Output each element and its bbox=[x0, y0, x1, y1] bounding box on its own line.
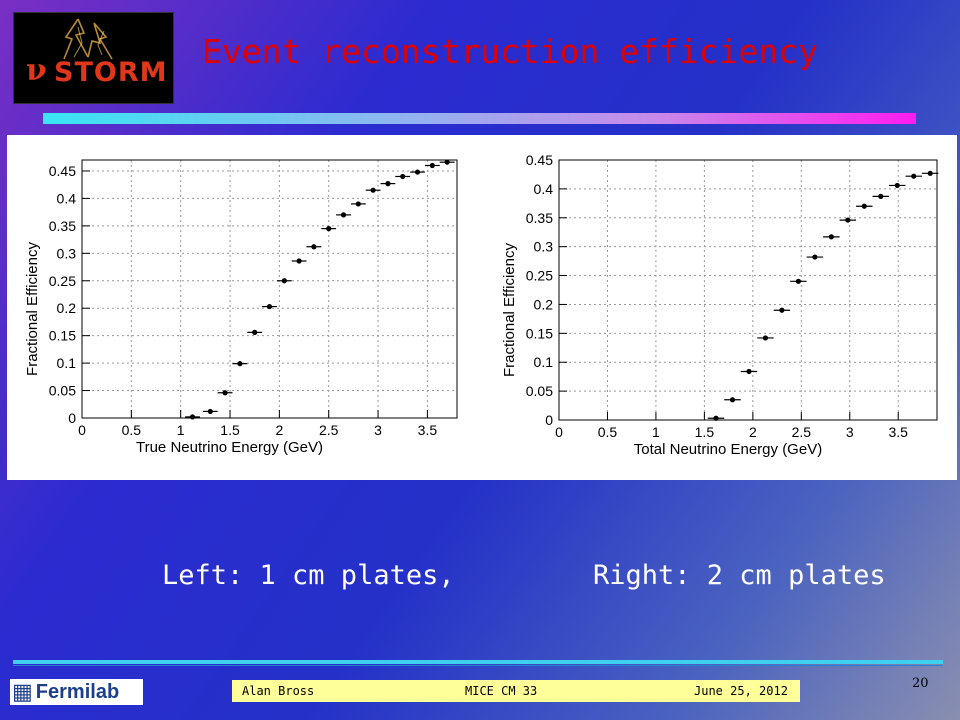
efficiency-charts: 0 0.5 1 1.5 2 2.5 3 3.5 0 0.05 0.1 0.15 0.2 0.25 0.3 0.… bbox=[24, 152, 939, 458]
data-point bbox=[762, 335, 769, 341]
data-point bbox=[311, 244, 317, 250]
x-tick-label: 3 bbox=[374, 422, 382, 438]
gradient-divider bbox=[43, 113, 916, 124]
x-tick-label: 1.5 bbox=[220, 422, 240, 438]
data-point bbox=[795, 278, 802, 284]
footer-meeting: MICE CM 33 bbox=[465, 684, 538, 698]
data-point bbox=[878, 193, 884, 199]
y-tick-label: 0 bbox=[545, 412, 553, 428]
caption-right: Right: 2 cm plates bbox=[593, 560, 886, 591]
y-tick-label: 0.45 bbox=[526, 152, 553, 168]
data-point bbox=[746, 368, 752, 375]
lightning-graphic-icon bbox=[63, 18, 113, 60]
footer-divider bbox=[13, 660, 943, 664]
x-tick-label: 3 bbox=[846, 424, 854, 440]
data-point bbox=[729, 397, 736, 403]
y-axis-label: Fractional Efficiency bbox=[24, 242, 41, 376]
data-point bbox=[414, 169, 421, 175]
fermilab-logo: ▦ Fermilab bbox=[10, 679, 143, 705]
y-tick-label: 0.4 bbox=[534, 181, 554, 197]
x-tick-label: 0 bbox=[78, 422, 86, 438]
x-tick-label: 3.5 bbox=[888, 424, 908, 440]
data-point bbox=[207, 408, 213, 415]
data-point bbox=[713, 415, 719, 421]
x-tick-label: 1 bbox=[177, 422, 185, 438]
y-tick-label: 0.3 bbox=[57, 245, 77, 261]
x-tick-label: 0 bbox=[555, 424, 563, 440]
data-point bbox=[355, 201, 361, 207]
x-tick-label: 2.5 bbox=[319, 422, 339, 438]
data-point bbox=[252, 329, 258, 335]
logo-wordmark: STORM bbox=[54, 57, 168, 88]
data-point bbox=[894, 182, 900, 189]
footer-divider-thin bbox=[13, 665, 943, 666]
logo-nu-symbol: ν bbox=[26, 53, 47, 88]
data-point bbox=[385, 181, 391, 187]
y-axis-label: Fractional Efficiency bbox=[501, 243, 518, 377]
data-point bbox=[429, 162, 435, 169]
data-point bbox=[812, 254, 818, 260]
y-tick-label: 0.25 bbox=[526, 268, 553, 284]
data-point bbox=[370, 187, 376, 193]
x-axis-label: Total Neutrino Energy (GeV) bbox=[634, 441, 822, 458]
x-tick-label: 2 bbox=[749, 424, 757, 440]
figure-panel: 0 0.5 1 1.5 2 2.5 3 3.5 0 0.05 0.1 0.15 0.2 0.25 0.3 0.… bbox=[7, 135, 957, 480]
y-tick-label: 0.35 bbox=[49, 218, 76, 234]
x-tick-label: 0.5 bbox=[122, 422, 142, 438]
y-tick-label: 0.15 bbox=[526, 325, 553, 341]
y-tick-label: 0.35 bbox=[526, 210, 553, 226]
y-tick-label: 0.1 bbox=[534, 354, 554, 370]
chart-right: 0 0.5 1 1.5 2 2.5 3 3.5 0 0.05 0.1 0.15 0.2 0.25 0.3 0.… bbox=[501, 152, 939, 458]
data-point bbox=[927, 170, 933, 176]
y-tick-label: 0.25 bbox=[49, 273, 76, 289]
data-point bbox=[189, 414, 196, 420]
fermilab-mark-icon: ▦ bbox=[12, 679, 33, 705]
y-tick-label: 0.3 bbox=[534, 239, 554, 255]
data-point bbox=[340, 212, 347, 218]
y-tick-label: 0.2 bbox=[534, 296, 554, 312]
data-point bbox=[444, 159, 450, 165]
data-point bbox=[845, 217, 851, 223]
data-point bbox=[222, 390, 228, 396]
data-point bbox=[779, 307, 785, 313]
footer-author: Alan Bross bbox=[242, 684, 315, 698]
y-tick-label: 0.2 bbox=[57, 300, 77, 316]
footer-date: June 25, 2012 bbox=[694, 684, 788, 698]
data-point bbox=[296, 258, 302, 264]
chart-left: 0 0.5 1 1.5 2 2.5 3 3.5 0 0.05 0.1 0.15 0.2 0.25 0.3 0.… bbox=[24, 159, 458, 456]
x-axis-label: True Neutrino Energy (GeV) bbox=[136, 439, 323, 456]
x-tick-label: 1 bbox=[652, 424, 660, 440]
data-point bbox=[266, 303, 273, 310]
fermilab-wordmark: Fermilab bbox=[35, 680, 120, 703]
y-tick-label: 0.05 bbox=[526, 383, 553, 399]
data-point bbox=[400, 173, 406, 180]
x-tick-label: 2 bbox=[275, 422, 283, 438]
y-tick-label: 0.4 bbox=[57, 190, 77, 206]
y-tick-label: 0.05 bbox=[49, 383, 76, 399]
data-point bbox=[828, 234, 834, 240]
page-number: 20 bbox=[912, 676, 929, 691]
slide-title: Event reconstruction efficiency bbox=[202, 32, 818, 71]
data-point bbox=[281, 278, 287, 284]
data-point bbox=[911, 173, 917, 179]
data-point bbox=[237, 361, 243, 367]
data-point bbox=[861, 203, 867, 209]
footer-bar: Alan Bross MICE CM 33 June 25, 2012 bbox=[232, 680, 800, 702]
plot-frame bbox=[81, 159, 458, 419]
x-tick-label: 1.5 bbox=[695, 424, 715, 440]
y-tick-label: 0.15 bbox=[49, 328, 76, 344]
y-tick-label: 0.1 bbox=[57, 355, 77, 371]
x-tick-label: 0.5 bbox=[598, 424, 618, 440]
data-point bbox=[326, 226, 332, 232]
y-tick-label: 0 bbox=[68, 410, 76, 426]
caption-left: Left: 1 cm plates, bbox=[162, 560, 455, 591]
plot-frame bbox=[558, 159, 938, 421]
x-tick-label: 2.5 bbox=[792, 424, 812, 440]
nustorm-logo: ν STORM bbox=[13, 12, 174, 104]
x-tick-label: 3.5 bbox=[418, 422, 438, 438]
y-tick-label: 0.45 bbox=[49, 163, 76, 179]
